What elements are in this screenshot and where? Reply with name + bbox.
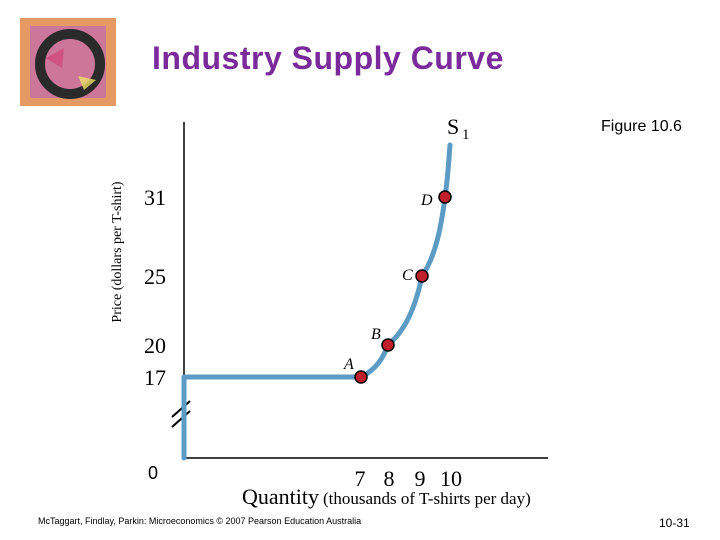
x-axis-label-main: Quantity: [242, 484, 319, 509]
slide-title: Industry Supply Curve: [152, 40, 504, 76]
y-tick-label: 31: [144, 185, 166, 210]
y-tick-label: 25: [144, 264, 166, 289]
point-c: [415, 269, 429, 283]
axis-break-mark: [171, 400, 191, 418]
point-b: [381, 338, 395, 352]
logo: [20, 18, 116, 106]
x-tick-label: 8: [384, 466, 395, 491]
y-tick-label: 20: [144, 333, 166, 358]
figure-label: Figure 10.6: [601, 118, 682, 135]
footer-credit: McTaggart, Findlay, Parkin: Microeconomi…: [38, 516, 362, 526]
page-number: 10-31: [659, 516, 690, 530]
x-axis-label-units: (thousands of T-shirts per day): [323, 489, 531, 508]
supply-curve-label-sub: 1: [462, 127, 470, 143]
x-tick-label: 7: [355, 466, 366, 491]
logo-graphic: [30, 26, 106, 99]
point-d: [438, 190, 452, 204]
supply-curve-label: S: [447, 114, 459, 139]
y-tick-label: 17: [144, 365, 166, 390]
x-tick-label: 9: [415, 466, 426, 491]
point-label-a: A: [343, 356, 354, 373]
point-label-d: D: [420, 192, 433, 209]
points-layer: AB C D: [343, 190, 452, 384]
point-label-b: B: [371, 326, 381, 343]
x-tick-label: 10: [440, 466, 462, 491]
origin-label: 0: [148, 463, 158, 483]
axis-break-mark: [171, 410, 191, 428]
point-a: [354, 370, 368, 384]
supply-curve: [181, 142, 453, 461]
chart-axes: [171, 122, 548, 459]
x-axis-label: Quantity (thousands of T-shirts per day): [242, 484, 531, 510]
point-label-c: C: [402, 267, 413, 284]
ticks-layer: 31 25 20 17 7 8 9 10 0: [144, 185, 462, 491]
